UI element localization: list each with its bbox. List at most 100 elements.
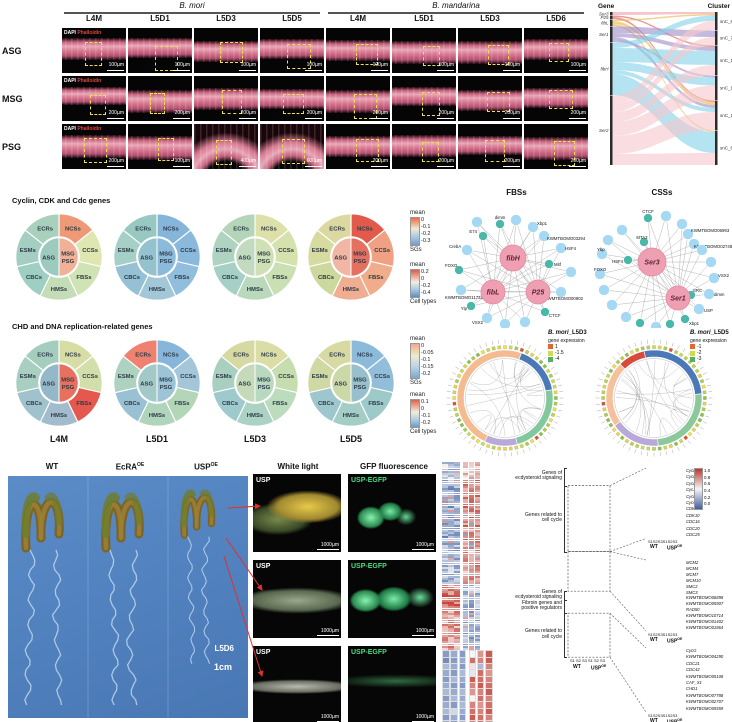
heatmap-cell: [468, 615, 475, 617]
heatmap-cell: [474, 573, 481, 576]
heatmap-cell: [468, 580, 475, 582]
circos-legend-item: -4: [548, 356, 590, 362]
heatmap-cell: [442, 551, 448, 554]
heatmap-cell: [448, 556, 454, 558]
donut-stage-label: L4M: [50, 434, 68, 444]
circos-expression-square: [462, 363, 468, 369]
sankey-cluster-label: snC_8: [720, 19, 732, 24]
heatmap-cell: [454, 615, 460, 617]
heatmap-cell: [468, 499, 475, 501]
network-node-label: KWMTBOMO02748: [694, 244, 732, 249]
fluor-scalebar: 1000µm: [412, 628, 434, 636]
heatmap-cell: [442, 512, 448, 515]
scalebar-line: [569, 117, 586, 119]
circos-expression-square: [459, 422, 465, 428]
donut-sector-label: CCSs: [180, 248, 196, 254]
heatmap-cell: [462, 516, 469, 519]
heatmap-cell: [462, 492, 469, 495]
circos-expression-square: [548, 417, 554, 423]
heatmap-cell: [474, 494, 481, 497]
heatmap-cell: [468, 510, 475, 512]
heatmap-cell: [468, 488, 475, 491]
circos-expression-square: [553, 390, 558, 395]
stage-column-header: L4M: [86, 14, 102, 23]
circos-expression-square: [611, 427, 617, 433]
circos-arc: [619, 350, 646, 370]
micro-image: 100µm: [128, 28, 192, 73]
heatmap-cell: [468, 545, 475, 547]
network-node: [639, 237, 649, 247]
micro-image: 200µm: [194, 76, 258, 121]
heatmap-cell: [454, 597, 460, 600]
heatmap-cell: [454, 580, 460, 582]
legend-value: -1: [697, 343, 702, 350]
heatmap-cell: [448, 621, 454, 624]
donut-sector-label: CCSs: [82, 374, 98, 380]
color-scale: mean 0.2 0 -0.2 -0.4 Cell types: [410, 262, 470, 305]
donut-inner-label: MSG: [159, 378, 173, 384]
heatmap-main-row: [442, 540, 732, 543]
heatmap-cell: [462, 477, 469, 480]
donut-sector-label: CCSs: [82, 248, 98, 254]
heatmap-cell: [462, 639, 469, 641]
circos-expression-square: [611, 363, 617, 369]
micro-image: 100µm: [392, 28, 456, 73]
heatmap-cell: [474, 588, 481, 591]
heatmap-cell: [448, 472, 454, 475]
heatmap-cell: [468, 562, 475, 565]
heatmap-main-row: [442, 569, 732, 571]
circos-expression-square: [456, 417, 462, 423]
heatmap-cell: [474, 464, 481, 466]
heatmap-cell: [448, 595, 454, 598]
sankey-gene-label: fibH: [600, 67, 609, 72]
legend-tick: 1.0: [704, 468, 711, 473]
heatmap-cell: [448, 597, 454, 600]
heatmap-main-row: [442, 538, 732, 541]
heatmap-main-row: [442, 619, 732, 622]
heatmap-cell: [448, 634, 454, 637]
heatmap-cell: [474, 580, 481, 582]
heatmap-main-row: [442, 534, 732, 536]
donut-sector-label: FBSs: [272, 275, 288, 281]
heatmap-main-row: [442, 564, 732, 567]
heatmap-cell: [454, 499, 460, 501]
heatmap-cell: [454, 481, 460, 484]
heatmap-cell: [468, 637, 475, 639]
heatmap-cell: [442, 599, 448, 602]
network-node: [660, 210, 672, 222]
heatmap-main-row: [442, 503, 732, 506]
heatmap-cell: [448, 475, 454, 477]
donut-inner-label: ASG: [238, 381, 251, 387]
heatmap-cell: [474, 621, 481, 624]
species-underline: [328, 12, 584, 14]
heatmap-cell: [468, 518, 475, 521]
heatmap-cell: [442, 582, 448, 585]
heatmap-cell: [454, 612, 460, 615]
subheatmap-cell: [468, 720, 477, 722]
donut-sector-label: NCSs: [163, 226, 179, 232]
heatmap-cell: [462, 623, 469, 626]
circos-expression-square: [470, 435, 476, 441]
heatmap-cell: [448, 626, 454, 628]
heatmap-cell: [462, 617, 469, 620]
heatmap-cell: [442, 577, 448, 580]
heatmap-cell: [454, 545, 460, 547]
network-node: [665, 319, 675, 328]
heatmap-cell: [468, 486, 475, 488]
tissue-band: [392, 87, 456, 107]
heatmap-cell: [468, 507, 475, 510]
heatmap-cell: [454, 492, 460, 495]
species-header: B. mori: [179, 1, 205, 10]
heatmap-cell: [442, 591, 448, 593]
network-node-label: CrebA: [449, 244, 461, 249]
gene-label: CDC25: [686, 532, 700, 537]
scale-bar-wrap: 0.2 0 -0.2 -0.4: [410, 269, 470, 298]
heatmap-cell: [474, 639, 481, 641]
heatmap-cell: [462, 588, 469, 591]
heatmap-cell: [474, 510, 481, 512]
roi-outline: [221, 89, 243, 114]
heatmap-main-row: [442, 499, 732, 501]
fluor-scale-label: 1000µm: [320, 541, 339, 548]
